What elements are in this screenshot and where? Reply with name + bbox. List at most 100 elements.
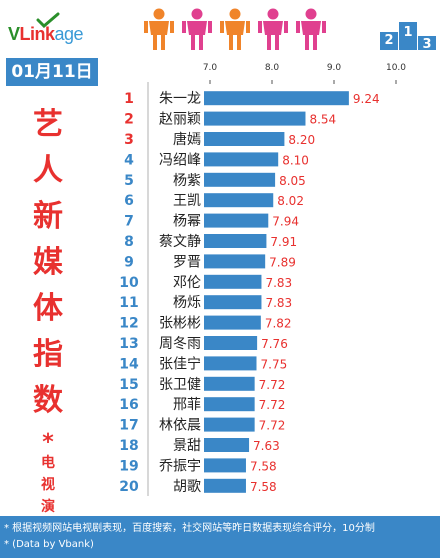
rank-number: 9 [124,254,134,270]
name-label: 邓伦 [173,275,201,291]
rank-number: 14 [119,356,139,372]
score-bar [204,376,255,391]
rank-number: 12 [119,316,138,332]
footer-note: * 根据视频网站电视剧表现，百度搜索，社交网站等昨日数据表现综合评分，10分制 … [0,516,440,558]
score-bar [204,417,255,432]
name-label: 景甜 [173,438,201,454]
title-star: * [42,430,54,455]
podium-digit-3: 3 [422,37,431,50]
rank-number: 13 [119,336,138,352]
score-value-label: 7.72 [259,398,286,412]
score-value-label: 7.63 [253,439,280,453]
score-value-label: 7.72 [259,419,286,433]
rank-number: 6 [124,193,134,209]
rank-number: 7 [124,214,134,230]
name-label: 杨烁 [173,295,201,311]
x-tick-label: 8.0 [265,63,280,73]
title-char: 体 [33,291,63,326]
subtitle-char: 电 [41,455,55,471]
date-label: 01月11日 [6,58,98,86]
score-bar [204,213,269,228]
score-bar [204,315,261,330]
title-char: 艺 [33,107,63,142]
rank-number: 17 [119,418,138,434]
x-tick-label: 10.0 [386,63,406,73]
podium-icon: 2 1 3 [380,22,436,50]
rank-number: 1 [124,91,134,107]
score-value-label: 7.72 [259,378,286,392]
person-icon [182,8,212,50]
score-bar [204,91,349,106]
footer-line: * (Data by Vbank) [4,539,94,550]
score-value-label: 8.10 [282,153,309,167]
rank-number: 5 [124,173,134,189]
name-label: 胡歌 [173,479,201,495]
person-icon [296,8,326,50]
score-bar [204,254,266,269]
title-char: 指 [33,337,63,372]
score-bar [204,397,255,412]
rank-number: 3 [124,132,134,148]
footer-line: * 根据视频网站电视剧表现，百度搜索，社交网站等昨日数据表现综合评分，10分制 [4,523,375,534]
score-value-label: 8.20 [288,133,315,147]
ranking-chart: 7.0 8.0 9.0 10.0 1 朱一龙 9.24 2 赵丽颖 8.54 3 唐嫣 8.20 4 冯绍峰… [119,63,406,496]
score-value-label: 9.24 [353,92,380,106]
person-icon [220,8,250,50]
score-bar [204,152,279,167]
rank-number: 4 [124,152,134,168]
title-char: 人 [33,153,63,188]
name-label: 杨紫 [173,173,201,189]
score-value-label: 7.83 [265,296,292,310]
score-value-label: 8.02 [277,194,304,208]
score-bar [204,132,285,146]
rank-number: 8 [124,234,134,250]
score-value-label: 7.82 [265,317,292,331]
name-label: 罗晋 [173,254,201,270]
person-icon [144,8,174,50]
rank-number: 20 [119,479,139,495]
score-value-label: 7.58 [250,480,277,494]
x-tick-label: 9.0 [327,63,342,73]
score-bar [204,193,274,208]
subtitle-char: 视 [41,477,55,493]
logo-check-icon [36,12,60,28]
name-label: 王凯 [173,193,201,209]
rank-number: 18 [119,438,138,454]
x-tick-label: 7.0 [203,63,218,73]
score-bar [204,478,246,493]
score-bar [204,438,250,452]
title-char: 新 [33,199,63,234]
name-label: 周冬雨 [159,336,201,352]
rank-number: 10 [119,275,139,291]
name-label: 唐嫣 [173,131,201,148]
score-bar [204,295,262,310]
name-label: 张卫健 [159,377,201,393]
score-bar [204,172,276,187]
person-icon [258,8,288,50]
vlinkage-logo: VLinkage [8,12,108,46]
rank-number: 2 [124,112,134,128]
score-bar [204,111,306,126]
name-label: 蔡文静 [159,234,201,250]
score-bar [204,356,257,371]
vertical-title: 艺 人 新 媒 体 指 数 * 电 视 演 员 [18,102,78,540]
score-bar [204,336,258,350]
name-label: 张佳宁 [159,355,201,372]
score-value-label: 8.05 [279,174,306,188]
people-icons [144,8,326,50]
podium-digit-2: 2 [384,33,393,48]
name-label: 邢菲 [173,397,201,413]
rank-number: 11 [119,295,138,311]
score-value-label: 8.54 [309,113,336,127]
name-label: 赵丽颖 [159,112,201,128]
score-value-label: 7.94 [272,215,299,229]
name-label: 朱一龙 [159,91,201,107]
rank-number: 15 [119,377,138,393]
rank-number: 19 [119,458,138,474]
logo-text: VLinkage [8,24,84,44]
score-value-label: 7.58 [250,459,277,473]
title-char: 数 [33,383,63,418]
rank-number: 16 [119,397,138,413]
score-bar [204,234,267,248]
name-label: 冯绍峰 [159,152,201,168]
